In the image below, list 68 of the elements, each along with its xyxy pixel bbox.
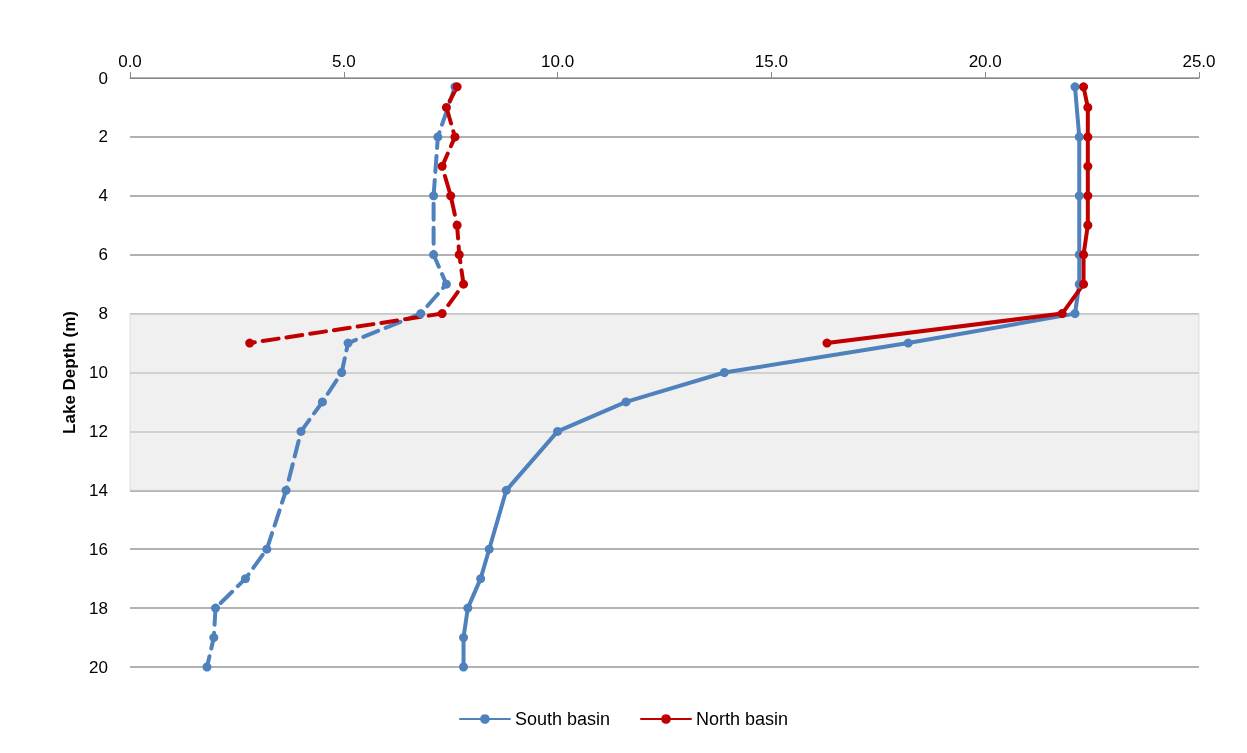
x-tick-label: 15.0 bbox=[754, 52, 788, 71]
legend-label: North basin bbox=[696, 709, 789, 729]
legend-label: South basin bbox=[514, 709, 611, 729]
point bbox=[1083, 191, 1093, 201]
x-tick-label: 20.0 bbox=[968, 52, 1002, 71]
point bbox=[459, 633, 469, 643]
point bbox=[296, 426, 306, 436]
point bbox=[209, 633, 219, 643]
point bbox=[433, 132, 443, 142]
point bbox=[476, 574, 486, 584]
point bbox=[822, 338, 832, 348]
point bbox=[454, 250, 464, 260]
point bbox=[1079, 250, 1089, 260]
point bbox=[1070, 309, 1080, 319]
x-tick-label: 0.0 bbox=[118, 52, 142, 71]
y-tick-label: 20 bbox=[89, 657, 108, 677]
point bbox=[343, 338, 353, 348]
y-tick-label: 2 bbox=[98, 127, 108, 147]
point bbox=[903, 338, 913, 348]
y-tick-label: 10 bbox=[89, 363, 108, 382]
point bbox=[1079, 82, 1089, 92]
y-tick-label: 4 bbox=[98, 186, 108, 206]
point bbox=[459, 662, 469, 672]
x-tick-label: 25.0 bbox=[1182, 52, 1216, 71]
point bbox=[621, 397, 631, 407]
x-tick-label: 10.0 bbox=[541, 52, 575, 71]
point bbox=[429, 250, 439, 260]
point bbox=[262, 544, 272, 554]
point bbox=[337, 368, 347, 377]
point bbox=[1083, 161, 1093, 171]
point bbox=[1074, 132, 1084, 142]
point bbox=[1070, 82, 1080, 92]
point bbox=[245, 338, 255, 348]
x-tick-label: 5.0 bbox=[331, 52, 356, 71]
point bbox=[446, 191, 456, 201]
y-tick-label: 16 bbox=[89, 539, 108, 559]
y-tick-label: 12 bbox=[89, 421, 108, 441]
point bbox=[1083, 102, 1093, 112]
point bbox=[211, 603, 221, 613]
point bbox=[463, 603, 473, 613]
y-tick-label: 18 bbox=[89, 598, 108, 618]
y-axis-title: Lake Depth (m) bbox=[60, 311, 79, 434]
y-tick-label: 0 bbox=[98, 68, 108, 88]
point bbox=[281, 485, 291, 495]
point bbox=[441, 102, 451, 112]
point bbox=[437, 309, 447, 319]
point bbox=[240, 574, 250, 584]
point bbox=[553, 426, 563, 436]
point bbox=[452, 220, 462, 230]
point bbox=[202, 662, 212, 672]
point bbox=[1083, 132, 1093, 142]
point bbox=[1079, 279, 1089, 289]
point bbox=[450, 132, 460, 142]
point bbox=[441, 279, 451, 289]
y-tick-label: 8 bbox=[98, 304, 108, 324]
point bbox=[437, 161, 447, 171]
point bbox=[719, 368, 729, 377]
point bbox=[317, 397, 327, 407]
y-tick-label: 14 bbox=[89, 480, 108, 500]
point bbox=[429, 191, 439, 201]
point bbox=[1074, 191, 1084, 201]
point bbox=[416, 309, 426, 319]
point bbox=[1057, 309, 1067, 319]
y-tick-label: 6 bbox=[98, 245, 108, 265]
point bbox=[1083, 220, 1093, 230]
point bbox=[501, 485, 511, 495]
point bbox=[484, 544, 494, 554]
point bbox=[459, 279, 469, 289]
